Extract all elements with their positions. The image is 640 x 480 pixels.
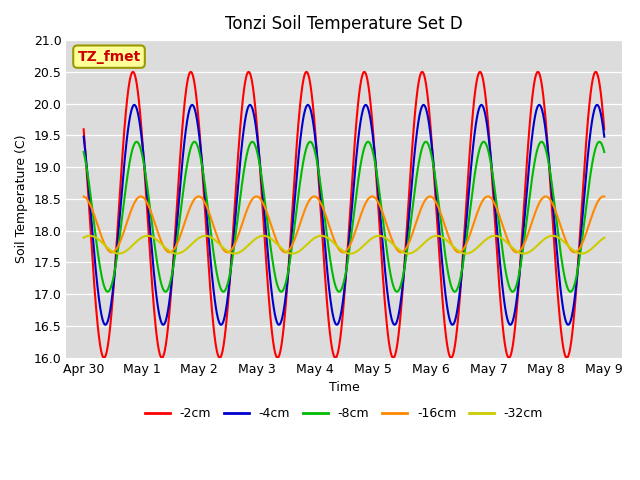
-16cm xyxy=(137,193,145,199)
Line: -2cm: -2cm xyxy=(84,72,604,358)
-4cm xyxy=(302,104,310,110)
-2cm xyxy=(600,126,608,132)
-32cm xyxy=(139,234,147,240)
Text: TZ_fmet: TZ_fmet xyxy=(77,49,141,64)
-32cm xyxy=(302,242,310,248)
-2cm xyxy=(139,146,147,152)
-16cm xyxy=(140,194,147,200)
-32cm xyxy=(578,251,586,256)
-4cm xyxy=(420,102,428,108)
Title: Tonzi Soil Temperature Set D: Tonzi Soil Temperature Set D xyxy=(225,15,463,33)
-8cm xyxy=(80,149,88,155)
-16cm xyxy=(170,246,178,252)
-4cm xyxy=(280,309,287,315)
Line: -4cm: -4cm xyxy=(84,105,604,325)
-4cm xyxy=(275,322,283,328)
-4cm xyxy=(80,134,88,140)
-8cm xyxy=(139,156,147,162)
-32cm xyxy=(600,235,608,240)
Y-axis label: Soil Temperature (C): Soil Temperature (C) xyxy=(15,135,28,263)
-16cm xyxy=(600,193,608,199)
-16cm xyxy=(280,249,287,254)
-8cm xyxy=(591,150,598,156)
-4cm xyxy=(139,147,147,153)
-2cm xyxy=(280,326,287,332)
-8cm xyxy=(280,287,287,292)
-32cm xyxy=(280,247,287,252)
Line: -16cm: -16cm xyxy=(84,196,604,252)
Line: -8cm: -8cm xyxy=(84,142,604,292)
-16cm xyxy=(591,206,598,212)
-2cm xyxy=(534,69,542,75)
-4cm xyxy=(600,134,608,140)
-8cm xyxy=(302,146,310,152)
-32cm xyxy=(202,233,209,239)
-8cm xyxy=(600,149,608,155)
-4cm xyxy=(591,107,598,113)
-2cm xyxy=(170,249,178,255)
-2cm xyxy=(302,69,310,75)
-32cm xyxy=(591,243,598,249)
-16cm xyxy=(80,193,88,199)
-16cm xyxy=(302,204,310,210)
-32cm xyxy=(534,242,542,248)
-8cm xyxy=(364,139,372,144)
-2cm xyxy=(591,71,598,76)
-2cm xyxy=(419,69,426,75)
-8cm xyxy=(170,260,178,265)
-2cm xyxy=(274,355,282,360)
-16cm xyxy=(534,202,542,208)
Line: -32cm: -32cm xyxy=(84,236,604,253)
-32cm xyxy=(80,235,88,240)
-8cm xyxy=(534,144,542,149)
-16cm xyxy=(513,250,520,255)
-2cm xyxy=(80,126,88,132)
-32cm xyxy=(170,251,178,256)
-8cm xyxy=(220,289,227,295)
-4cm xyxy=(534,103,542,108)
Legend: -2cm, -4cm, -8cm, -16cm, -32cm: -2cm, -4cm, -8cm, -16cm, -32cm xyxy=(140,402,548,425)
-4cm xyxy=(170,256,178,262)
X-axis label: Time: Time xyxy=(328,381,359,394)
